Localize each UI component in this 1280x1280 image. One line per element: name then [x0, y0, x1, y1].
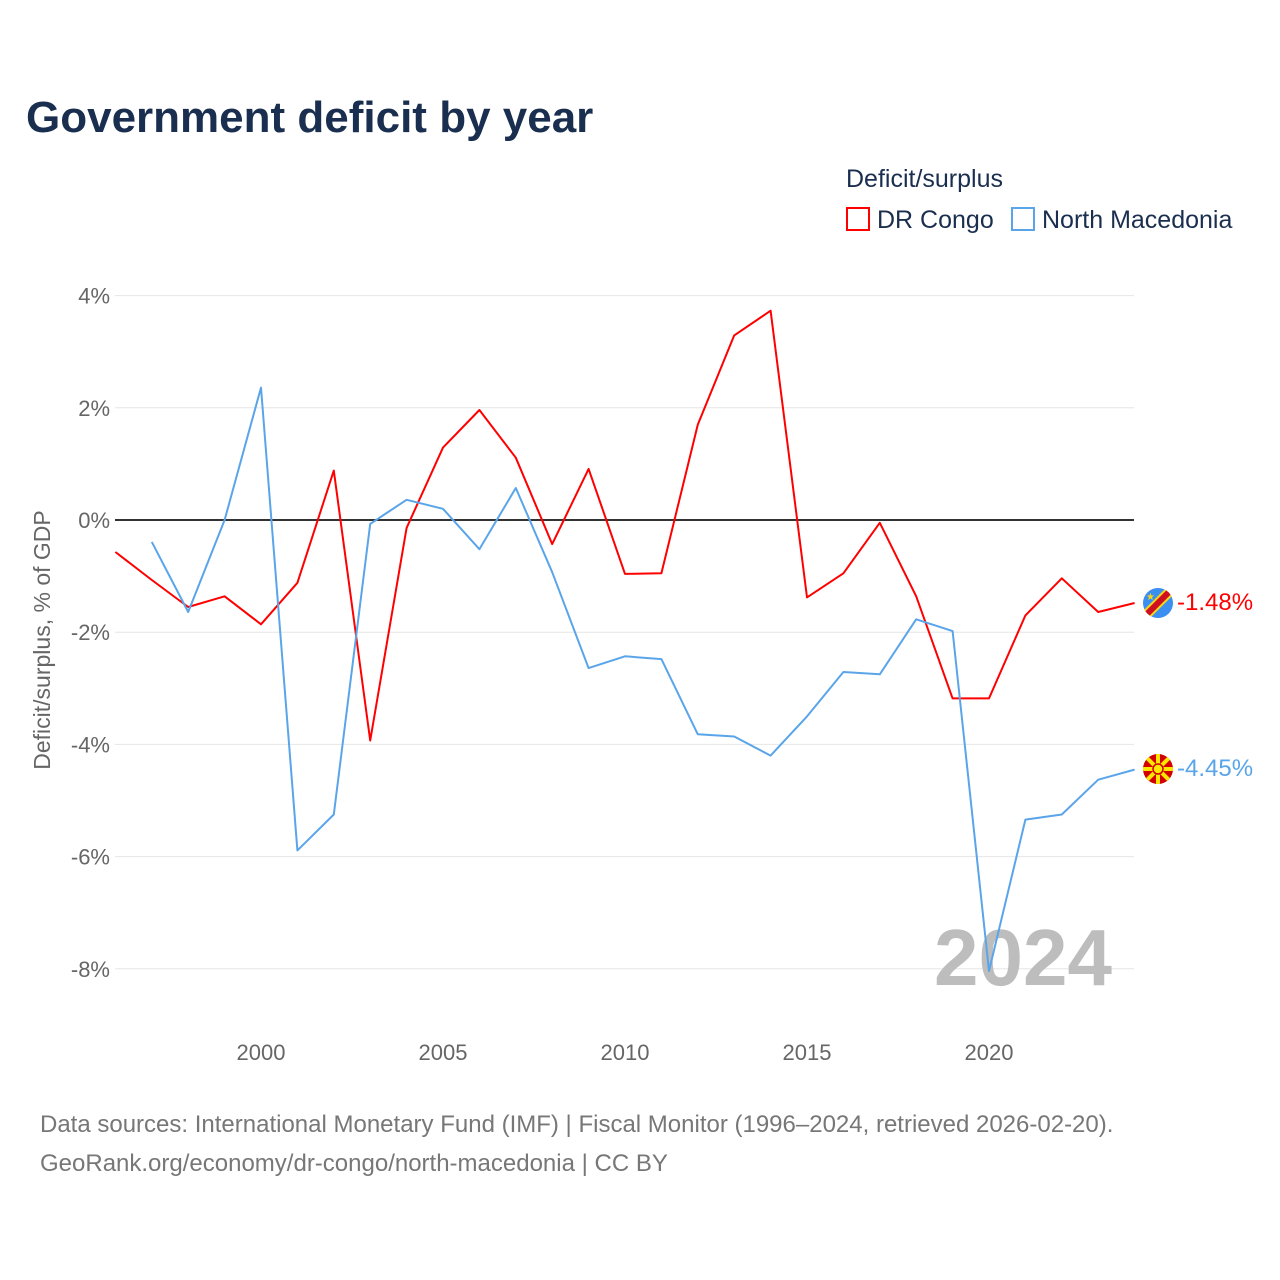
x-tick-label: 2015 [783, 1040, 832, 1065]
end-label-north-macedonia: -4.45% [1177, 755, 1253, 782]
x-tick-label: 2005 [419, 1040, 468, 1065]
year-annotation: 2024 [934, 913, 1112, 1002]
y-axis-ticks: 4% 2% 0% -2% -4% -6% -8% [71, 284, 110, 982]
chart-title: Government deficit by year [26, 93, 593, 142]
svg-text:★: ★ [1146, 592, 1155, 603]
y-tick-label: -4% [71, 732, 110, 757]
legend-label-north-macedonia: North Macedonia [1042, 206, 1232, 234]
legend-title: Deficit/surplus [846, 165, 1003, 193]
series-lines [114, 309, 1135, 972]
gridlines [115, 295, 1134, 970]
legend-swatch-north-macedonia [1011, 207, 1035, 231]
x-tick-label: 2000 [237, 1040, 286, 1065]
y-axis-label: Deficit/surplus, % of GDP [29, 510, 55, 769]
y-tick-label: 0% [78, 508, 110, 533]
x-tick-label: 2010 [601, 1040, 650, 1065]
legend-item-north-macedonia[interactable]: North Macedonia [1011, 206, 1232, 234]
source-line-2[interactable]: GeoRank.org/economy/dr-congo/north-maced… [40, 1150, 668, 1177]
series-line-north-macedonia [150, 386, 1135, 972]
y-tick-label: 2% [78, 396, 110, 421]
north-macedonia-flag-icon [1143, 754, 1173, 784]
y-tick-label: 4% [78, 284, 110, 309]
x-tick-label: 2020 [965, 1040, 1014, 1065]
y-tick-label: -6% [71, 845, 110, 870]
end-label-dr-congo: -1.48% [1177, 589, 1253, 616]
legend-item-dr-congo[interactable]: DR Congo [846, 206, 994, 234]
y-tick-label: -2% [71, 620, 110, 645]
y-tick-label: -8% [71, 957, 110, 982]
series-line-dr-congo [114, 309, 1135, 742]
source-line-1: Data sources: International Monetary Fun… [40, 1111, 1113, 1138]
x-axis-ticks: 2000 2005 2010 2015 2020 [237, 1040, 1014, 1065]
legend-label-dr-congo: DR Congo [877, 206, 994, 234]
dr-congo-flag-icon: ★ [1143, 588, 1173, 618]
legend-swatch-dr-congo [846, 207, 870, 231]
